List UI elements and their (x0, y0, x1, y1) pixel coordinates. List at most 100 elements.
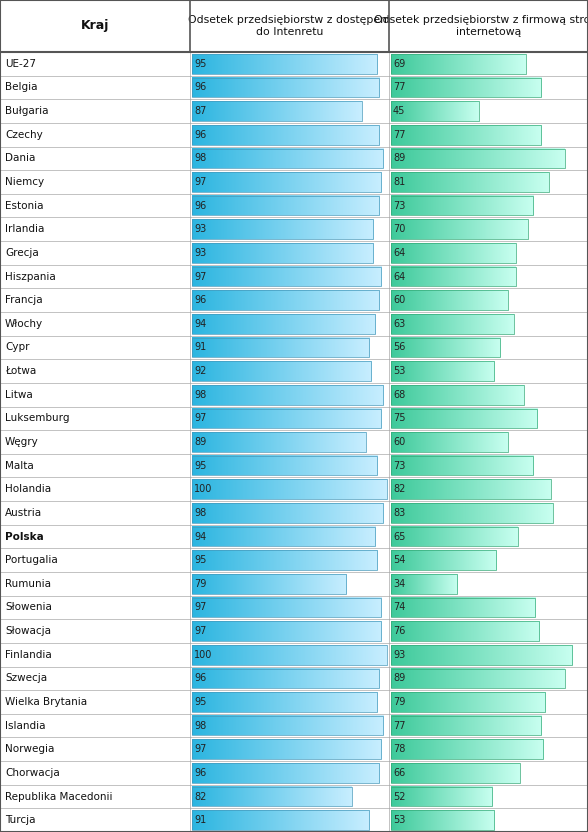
Text: 69: 69 (393, 59, 405, 69)
Text: Szwecja: Szwecja (5, 673, 47, 683)
Bar (192, 479, 387, 499)
Text: Finlandia: Finlandia (5, 650, 52, 660)
Text: 83: 83 (393, 508, 405, 518)
Text: 98: 98 (194, 153, 206, 163)
Text: 82: 82 (393, 484, 405, 494)
Text: Cypr: Cypr (5, 343, 29, 353)
Text: 96: 96 (194, 201, 206, 210)
Text: 60: 60 (393, 295, 405, 305)
Text: 73: 73 (393, 201, 405, 210)
Bar (192, 54, 377, 74)
Bar (192, 763, 379, 783)
Text: 100: 100 (194, 484, 212, 494)
Bar (391, 220, 527, 239)
Bar (391, 669, 564, 688)
Text: 97: 97 (194, 177, 206, 187)
Text: Luksemburg: Luksemburg (5, 414, 69, 423)
Bar (391, 338, 500, 357)
Text: 89: 89 (194, 437, 206, 447)
Text: 95: 95 (194, 59, 206, 69)
Text: Polska: Polska (5, 532, 44, 542)
Bar (391, 361, 495, 381)
Text: Islandia: Islandia (5, 721, 45, 730)
Text: Odsetek przedsiębiorstw z firmową stroną
internetową: Odsetek przedsiębiorstw z firmową stroną… (373, 15, 588, 37)
Text: Dania: Dania (5, 153, 35, 163)
Bar (391, 550, 496, 570)
Text: Francja: Francja (5, 295, 42, 305)
Text: 76: 76 (393, 626, 405, 636)
Bar (391, 622, 539, 641)
Text: 97: 97 (194, 745, 206, 755)
Text: 95: 95 (194, 555, 206, 565)
Bar (391, 716, 541, 735)
Text: Litwa: Litwa (5, 389, 33, 399)
Bar (192, 622, 381, 641)
Bar (391, 149, 564, 168)
Bar (192, 267, 381, 286)
Bar (192, 527, 375, 547)
Text: 52: 52 (393, 791, 406, 801)
Text: 79: 79 (194, 579, 206, 589)
Text: 93: 93 (393, 650, 405, 660)
Text: Czechy: Czechy (5, 130, 43, 140)
Bar (192, 125, 379, 145)
Bar (391, 574, 457, 594)
Text: Wielka Brytania: Wielka Brytania (5, 697, 87, 707)
Text: 79: 79 (393, 697, 405, 707)
Text: Włochy: Włochy (5, 319, 43, 329)
Text: Łotwa: Łotwa (5, 366, 36, 376)
Text: 75: 75 (393, 414, 406, 423)
Text: 96: 96 (194, 673, 206, 683)
Bar (391, 645, 572, 665)
Bar (391, 102, 479, 121)
Bar (391, 787, 492, 806)
Text: Irlandia: Irlandia (5, 225, 44, 235)
Bar (391, 503, 553, 522)
Text: 60: 60 (393, 437, 405, 447)
Text: 82: 82 (194, 791, 206, 801)
Text: 65: 65 (393, 532, 405, 542)
Text: 87: 87 (194, 106, 206, 116)
Bar (192, 102, 362, 121)
Text: 97: 97 (194, 602, 206, 612)
Text: 94: 94 (194, 532, 206, 542)
Bar (391, 432, 508, 452)
Text: Estonia: Estonia (5, 201, 44, 210)
Bar (391, 125, 541, 145)
Text: 96: 96 (194, 130, 206, 140)
Bar (391, 692, 545, 712)
Text: 95: 95 (194, 461, 206, 471)
Bar (391, 77, 541, 97)
Text: 94: 94 (194, 319, 206, 329)
Text: 66: 66 (393, 768, 405, 778)
Text: 64: 64 (393, 248, 405, 258)
Bar (192, 787, 352, 806)
Text: 68: 68 (393, 389, 405, 399)
Bar (192, 716, 383, 735)
Bar (192, 669, 379, 688)
Text: Belgia: Belgia (5, 82, 38, 92)
Text: Chorwacja: Chorwacja (5, 768, 60, 778)
Bar (192, 597, 381, 617)
Text: 100: 100 (194, 650, 212, 660)
Bar (391, 479, 551, 499)
Text: Słowacja: Słowacja (5, 626, 51, 636)
Text: 95: 95 (194, 697, 206, 707)
Bar (391, 314, 514, 334)
Bar (192, 149, 383, 168)
Text: Słowenia: Słowenia (5, 602, 52, 612)
Text: Grecja: Grecja (5, 248, 39, 258)
Text: 81: 81 (393, 177, 405, 187)
Bar (192, 432, 366, 452)
Bar (391, 267, 516, 286)
Text: Hiszpania: Hiszpania (5, 271, 56, 281)
Text: UE-27: UE-27 (5, 59, 36, 69)
Text: Bułgaria: Bułgaria (5, 106, 48, 116)
Bar (192, 77, 379, 97)
Text: 77: 77 (393, 721, 406, 730)
Bar (391, 810, 495, 830)
Text: 77: 77 (393, 82, 406, 92)
Text: 54: 54 (393, 555, 405, 565)
Bar (391, 740, 543, 759)
Text: Odsetek przedsiębiorstw z dostępem
do Intenretu: Odsetek przedsiębiorstw z dostępem do In… (188, 15, 391, 37)
